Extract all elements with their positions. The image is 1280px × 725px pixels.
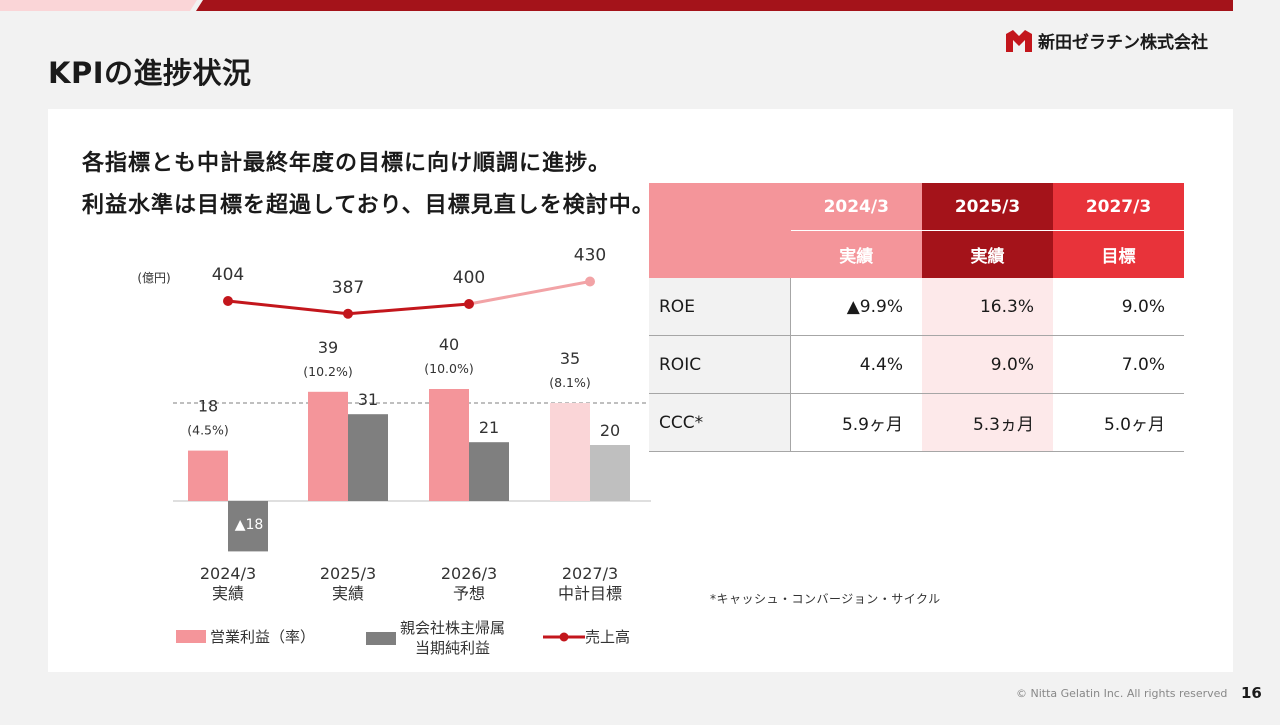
- kpi-chart: (億円)18(4.5%)▲182024/3実績39(10.2%)312025/3…: [137, 246, 651, 603]
- sales-value-label: 404: [212, 265, 244, 285]
- bar-label-net-profit: 20: [600, 421, 620, 440]
- sales-line-segment: [227, 299, 349, 316]
- bar-label-op-profit: 18: [198, 397, 218, 416]
- legend-op-profit: 営業利益（率）: [176, 626, 315, 647]
- sales-point: [585, 276, 595, 287]
- bar-op-profit: [429, 389, 469, 501]
- top-accent-bar: [0, 0, 1233, 11]
- row-label-roic: ROIC: [649, 335, 791, 394]
- table-row-roic: ROIC 4.4% 9.0% 7.0%: [649, 335, 1184, 394]
- bar-op-profit: [550, 403, 590, 501]
- legend-label-net-profit-line1: 親会社株主帰属: [400, 619, 506, 637]
- legend-label-net-profit-line2: 当期純利益: [415, 639, 491, 657]
- legend-label-sales: 売上高: [585, 628, 631, 646]
- table-row-roe: ROE ▲9.9% 16.3% 9.0%: [649, 278, 1184, 336]
- page-title: KPIの進捗状況: [48, 56, 252, 90]
- bar-label-op-profit: 40: [439, 335, 459, 354]
- page-number: 16: [1241, 684, 1262, 702]
- headline-2: 利益水準は目標を超過しており、目標見直しを検討中。: [82, 193, 655, 218]
- table-row-ccc: CCC* 5.9ヶ月 5.3ヵ月 5.0ヶ月: [649, 393, 1184, 452]
- bar-label-net-profit: ▲18: [235, 517, 264, 533]
- cell-roe-2027: 9.0%: [1053, 278, 1184, 336]
- row-label-roe: ROE: [649, 278, 791, 336]
- company-name: 新田ゼラチン株式会社: [1038, 33, 1208, 53]
- ccc-footnote: *キャッシュ・コンバージョン・サイクル: [710, 592, 941, 606]
- bar-net-profit: [590, 445, 630, 501]
- th-year-2024: 2024/3: [790, 183, 922, 231]
- legend-label-op-profit: 営業利益（率）: [210, 628, 316, 646]
- headline-1: 各指標とも中計最終年度の目標に向け順調に進捗。: [82, 151, 612, 176]
- bar-rate-label-op-profit: (10.2%): [303, 364, 352, 379]
- legend-swatch-net-profit: [366, 631, 396, 645]
- sales-line-segment: [347, 302, 470, 316]
- kpi-table: 2024/3 2025/3 2027/3 実績 実績 目標 ROE ▲9.9% …: [649, 183, 1184, 452]
- bar-label-op-profit: 35: [560, 349, 580, 368]
- company-logo: 新田ゼラチン株式会社: [1006, 28, 1208, 53]
- th-status-2024: 実績: [790, 230, 922, 278]
- bar-rate-label-op-profit: (10.0%): [424, 361, 473, 376]
- cell-roe-2024: ▲9.9%: [790, 278, 922, 336]
- cell-roe-2025: 16.3%: [922, 278, 1053, 336]
- table-header-row-year: 2024/3 2025/3 2027/3: [649, 183, 1184, 278]
- unit-label: (億円): [137, 271, 170, 285]
- logo-mark-icon: [1006, 29, 1032, 52]
- cell-ccc-2027: 5.0ヶ月: [1053, 393, 1184, 452]
- th-year-2027: 2027/3: [1053, 183, 1184, 231]
- bar-net-profit: [228, 501, 268, 552]
- legend-label-net-profit: 親会社株主帰属 当期純利益: [400, 618, 505, 658]
- th-status-2027: 目標: [1053, 230, 1184, 278]
- sales-line-segment: [468, 280, 591, 306]
- cell-roic-2024: 4.4%: [790, 335, 922, 394]
- bar-op-profit: [308, 391, 348, 501]
- x-tick-label-year: 2024/3: [200, 564, 256, 583]
- cell-roic-2025: 9.0%: [922, 335, 1053, 394]
- sales-value-label: 430: [574, 246, 606, 266]
- th-status-2025: 実績: [922, 230, 1053, 278]
- x-tick-label-status: 中計目標: [558, 584, 622, 603]
- cell-ccc-2025: 5.3ヵ月: [922, 393, 1053, 452]
- cell-ccc-2024: 5.9ヶ月: [790, 393, 922, 452]
- sales-value-label: 387: [332, 278, 364, 298]
- bar-label-op-profit: 39: [318, 338, 338, 357]
- sales-value-label: 400: [453, 268, 485, 288]
- legend-swatch-sales: [543, 632, 585, 641]
- row-label-ccc: CCC*: [649, 393, 791, 452]
- bar-label-net-profit: 21: [479, 418, 499, 437]
- sales-point: [464, 299, 474, 309]
- bar-rate-label-op-profit: (4.5%): [187, 423, 229, 438]
- x-tick-label-year: 2025/3: [320, 564, 376, 583]
- sales-point: [223, 296, 233, 306]
- legend-swatch-op-profit: [176, 630, 206, 643]
- cell-roic-2027: 7.0%: [1053, 335, 1184, 394]
- table-header-row-status: 実績 実績 目標: [649, 230, 1184, 278]
- legend-sales: 売上高: [543, 626, 630, 647]
- x-tick-label-year: 2027/3: [562, 564, 618, 583]
- table-corner-cell: [649, 183, 791, 278]
- bar-label-net-profit: 31: [358, 390, 378, 409]
- x-tick-label-status: 実績: [332, 584, 364, 603]
- bar-net-profit: [469, 442, 509, 501]
- bar-rate-label-op-profit: (8.1%): [549, 375, 591, 390]
- bar-op-profit: [188, 450, 228, 501]
- x-tick-label-year: 2026/3: [441, 564, 497, 583]
- legend-net-profit: 親会社株主帰属 当期純利益: [366, 618, 505, 658]
- th-year-2025: 2025/3: [922, 183, 1053, 231]
- sales-point: [343, 308, 353, 319]
- copyright-text: © Nitta Gelatin Inc. All rights reserved: [1016, 687, 1228, 700]
- x-tick-label-status: 予想: [453, 584, 485, 603]
- bar-net-profit: [348, 414, 388, 501]
- x-tick-label-status: 実績: [212, 584, 244, 603]
